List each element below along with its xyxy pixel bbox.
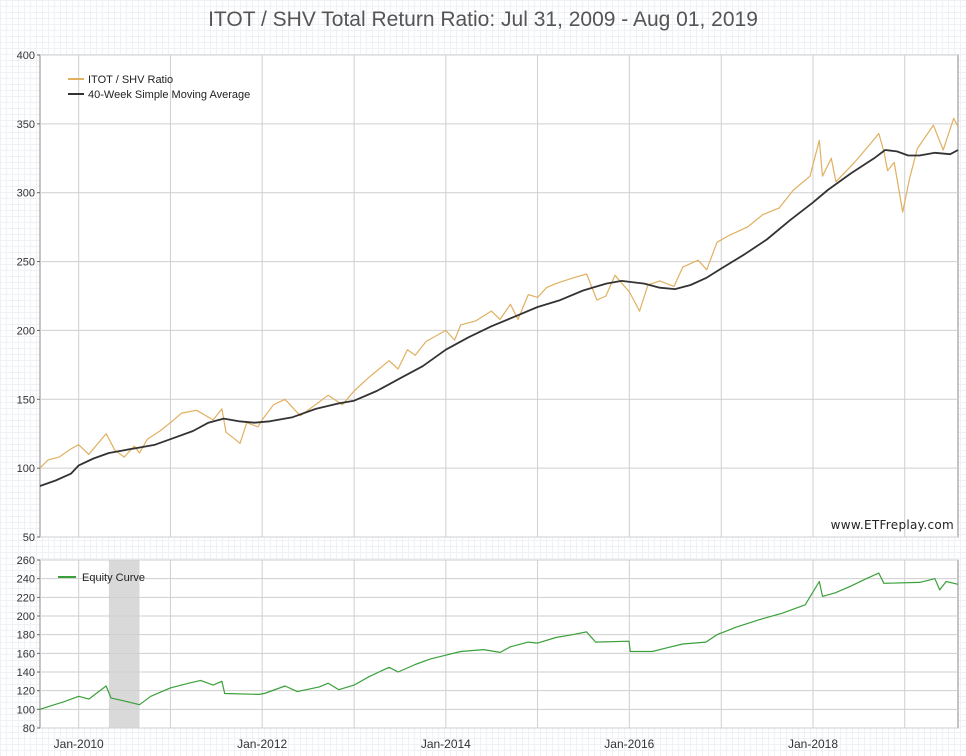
bottom-y-tick-label: 220 [17,592,35,604]
top-y-tick-label: 50 [23,532,35,544]
bottom-y-tick-label: 160 [17,648,35,660]
bottom-y-tick-label: 240 [17,574,35,586]
top-chart: 50 100 150 200 250 300 350 400 ITOT / SHV Ratio… [17,50,959,544]
legend-label-0: ITOT / SHV Ratio [88,74,173,86]
sma-series-line [39,149,959,487]
top-y-axis: 50 100 150 200 250 300 350 400 [17,50,40,544]
equity-legend-label: Equity Curve [82,572,145,584]
bottom-legend: Equity Curve [58,572,145,584]
top-legend: ITOT / SHV Ratio 40-Week Simple Moving Av… [68,74,250,101]
top-y-tick-label: 350 [17,119,35,131]
bottom-chart: 80 100 120 140 160 180 200 220 240 260 Equity Cur… [17,555,959,751]
bottom-y-tick-label: 180 [17,630,35,642]
watermark: www.ETFreplay.com [830,518,954,532]
top-y-tick-label: 100 [17,463,35,475]
ratio-series-line [39,117,959,469]
x-tick-label: Jan-2010 [54,737,104,751]
bottom-shaded-region [108,560,140,728]
shaded-region [108,560,140,728]
bottom-gridlines [40,559,958,729]
top-series [39,117,959,487]
page-title: ITOT / SHV Total Return Ratio: Jul 31, 2… [208,8,758,31]
top-gridlines [40,54,958,538]
bottom-y-axis: 80 100 120 140 160 180 200 220 240 260 [17,555,40,735]
bottom-y-tick-label: 200 [17,611,35,623]
bottom-y-tick-label: 260 [17,555,35,567]
x-tick-label: Jan-2016 [604,737,654,751]
equity-series-line [39,572,959,710]
top-y-tick-label: 150 [17,394,35,406]
x-axis: Jan-2010 Jan-2012 Jan-2014 Jan-2016 Jan-2018 [54,737,839,751]
top-plot-area [39,54,959,538]
top-y-tick-label: 400 [17,50,35,62]
bottom-y-tick-label: 100 [17,704,35,716]
legend-label-1: 40-Week Simple Moving Average [88,89,250,101]
top-y-tick-label: 300 [17,188,35,200]
bottom-series [39,572,959,710]
bottom-y-tick-label: 80 [23,723,35,735]
x-tick-label: Jan-2018 [788,737,838,751]
top-y-tick-label: 250 [17,257,35,269]
x-tick-label: Jan-2014 [421,737,471,751]
x-tick-label: Jan-2012 [237,737,287,751]
top-y-tick-label: 200 [17,325,35,337]
bottom-y-tick-label: 140 [17,667,35,679]
bottom-y-tick-label: 120 [17,686,35,698]
